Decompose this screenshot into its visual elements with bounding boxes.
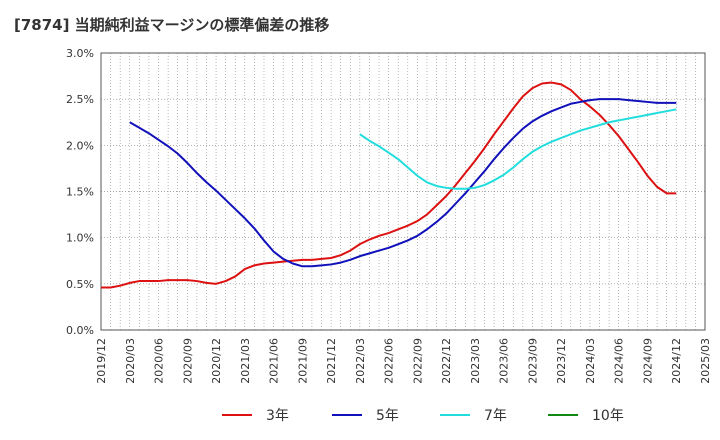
x-tick-label: 2024/03 [584, 338, 597, 384]
y-tick-label: 3.0% [66, 47, 94, 60]
series-line-2 [359, 108, 677, 190]
x-tick-label: 2023/12 [555, 338, 568, 384]
series-line-1 [129, 98, 677, 268]
y-tick-label: 2.5% [66, 93, 94, 106]
x-tick-label: 2020/09 [181, 338, 194, 384]
x-tick-label: 2022/12 [440, 338, 453, 384]
x-tick-label: 2020/12 [210, 338, 223, 384]
x-tick-label: 2022/06 [383, 338, 396, 384]
y-tick-label: 0.0% [66, 324, 94, 337]
x-tick-label: 2019/12 [95, 338, 108, 384]
y-tick-label: 2.0% [66, 139, 94, 152]
x-tick-label: 2020/06 [153, 338, 166, 384]
y-tick-label: 1.5% [66, 186, 94, 199]
x-tick-label: 2024/12 [670, 338, 683, 384]
x-tick-label: 2025/03 [699, 338, 712, 384]
x-tick-label: 2023/09 [526, 338, 539, 384]
x-tick-label: 2020/03 [124, 338, 137, 384]
series-line-0 [101, 81, 677, 289]
x-tick-label: 2021/06 [268, 338, 281, 384]
legend-label-3: 10年 [592, 408, 624, 424]
x-tick-label: 2024/09 [641, 338, 654, 384]
legend-label-0: 3年 [266, 408, 289, 424]
x-tick-label: 2021/09 [296, 338, 309, 384]
legend-label-1: 5年 [376, 408, 399, 424]
x-tick-label: 2023/03 [469, 338, 482, 384]
x-tick-label: 2022/09 [411, 338, 424, 384]
y-tick-label: 0.5% [66, 278, 94, 291]
y-tick-label: 1.0% [66, 232, 94, 245]
x-tick-label: 2021/03 [239, 338, 252, 384]
legend-label-2: 7年 [484, 408, 507, 424]
x-tick-label: 2021/12 [325, 338, 338, 384]
x-tick-label: 2023/06 [498, 338, 511, 384]
plot-border [100, 52, 706, 331]
chart-title: [7874] 当期純利益マージンの標準偏差の推移 [14, 16, 330, 34]
x-tick-label: 2022/03 [354, 338, 367, 384]
x-tick-label: 2024/06 [613, 338, 626, 384]
